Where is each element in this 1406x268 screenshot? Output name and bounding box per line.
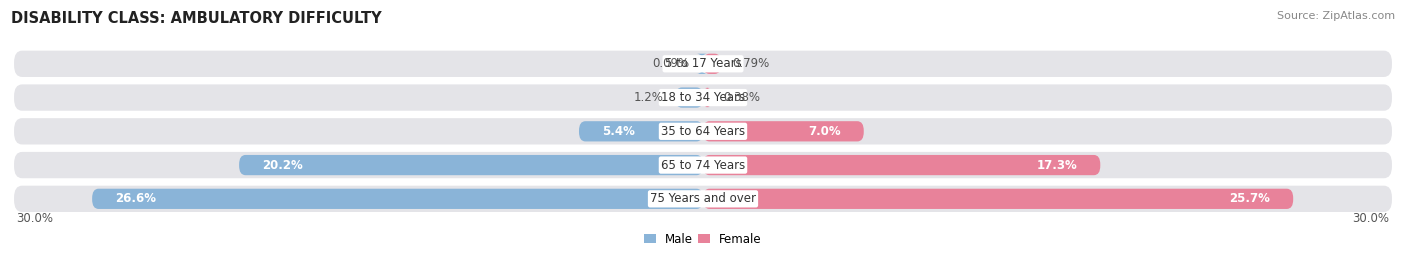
- Text: 30.0%: 30.0%: [17, 212, 53, 225]
- Text: 17.3%: 17.3%: [1036, 159, 1077, 172]
- FancyBboxPatch shape: [703, 155, 1101, 175]
- Text: 0.09%: 0.09%: [652, 57, 689, 70]
- Text: 25.7%: 25.7%: [1229, 192, 1270, 205]
- FancyBboxPatch shape: [14, 152, 1392, 178]
- Text: DISABILITY CLASS: AMBULATORY DIFFICULTY: DISABILITY CLASS: AMBULATORY DIFFICULTY: [11, 11, 382, 26]
- Text: 7.0%: 7.0%: [808, 125, 841, 138]
- FancyBboxPatch shape: [703, 87, 711, 108]
- FancyBboxPatch shape: [14, 118, 1392, 144]
- Text: 1.2%: 1.2%: [634, 91, 664, 104]
- FancyBboxPatch shape: [696, 54, 707, 74]
- FancyBboxPatch shape: [703, 189, 1294, 209]
- Text: 65 to 74 Years: 65 to 74 Years: [661, 159, 745, 172]
- Legend: Male, Female: Male, Female: [644, 233, 762, 246]
- Text: 0.79%: 0.79%: [733, 57, 770, 70]
- Text: 35 to 64 Years: 35 to 64 Years: [661, 125, 745, 138]
- FancyBboxPatch shape: [14, 186, 1392, 212]
- FancyBboxPatch shape: [93, 189, 703, 209]
- Text: Source: ZipAtlas.com: Source: ZipAtlas.com: [1277, 11, 1395, 21]
- FancyBboxPatch shape: [675, 87, 703, 108]
- FancyBboxPatch shape: [14, 51, 1392, 77]
- FancyBboxPatch shape: [239, 155, 703, 175]
- FancyBboxPatch shape: [14, 84, 1392, 111]
- Text: 75 Years and over: 75 Years and over: [650, 192, 756, 205]
- FancyBboxPatch shape: [579, 121, 703, 142]
- Text: 18 to 34 Years: 18 to 34 Years: [661, 91, 745, 104]
- Text: 0.38%: 0.38%: [723, 91, 761, 104]
- Text: 30.0%: 30.0%: [1353, 212, 1389, 225]
- FancyBboxPatch shape: [703, 54, 721, 74]
- FancyBboxPatch shape: [703, 121, 863, 142]
- Text: 20.2%: 20.2%: [262, 159, 302, 172]
- Text: 5 to 17 Years: 5 to 17 Years: [665, 57, 741, 70]
- Text: 5.4%: 5.4%: [602, 125, 636, 138]
- Text: 26.6%: 26.6%: [115, 192, 156, 205]
